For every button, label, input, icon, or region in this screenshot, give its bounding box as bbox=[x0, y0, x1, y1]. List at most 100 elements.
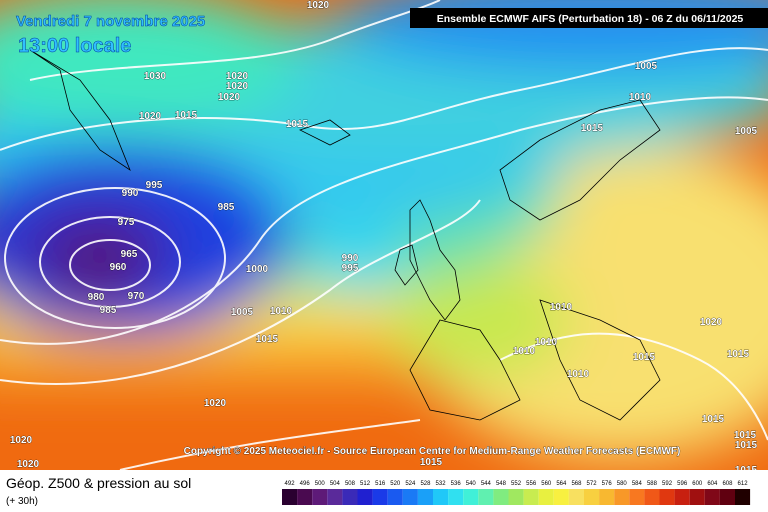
legend-swatch bbox=[282, 489, 298, 505]
legend-swatch bbox=[629, 489, 645, 505]
legend-swatch bbox=[719, 489, 735, 505]
legend-label: 612 bbox=[738, 481, 749, 487]
legend-label: 600 bbox=[692, 481, 703, 487]
isobar-label: 1015 bbox=[734, 430, 757, 441]
model-title: Ensemble ECMWF AIFS (Perturbation 18) - … bbox=[437, 13, 744, 25]
legend-swatch bbox=[327, 489, 343, 505]
isobar-label: 1015 bbox=[727, 349, 750, 360]
legend-label: 588 bbox=[647, 481, 658, 487]
legend-label: 608 bbox=[722, 481, 733, 487]
legend-label: 544 bbox=[481, 481, 492, 487]
legend-label: 556 bbox=[526, 481, 537, 487]
legend-swatch bbox=[614, 489, 630, 505]
legend-swatch bbox=[478, 489, 494, 505]
isobar-label: 1010 bbox=[535, 337, 558, 348]
isobar-label: 1020 bbox=[226, 81, 249, 92]
isobar-label: 980 bbox=[88, 292, 105, 303]
legend-swatch bbox=[584, 489, 600, 505]
legend-swatch bbox=[644, 489, 660, 505]
isobar-label: 975 bbox=[118, 217, 135, 228]
legend-label: 552 bbox=[511, 481, 522, 487]
legend-swatch bbox=[689, 489, 705, 505]
time-title: 13:00 locale bbox=[18, 35, 131, 57]
legend-swatch bbox=[493, 489, 509, 505]
date-title: Vendredi 7 novembre 2025 bbox=[16, 13, 205, 30]
legend-swatch bbox=[568, 489, 584, 505]
isobar-label: 1015 bbox=[633, 352, 656, 363]
legend-label: 560 bbox=[541, 481, 552, 487]
legend-label: 540 bbox=[466, 481, 477, 487]
legend-label: 516 bbox=[375, 481, 386, 487]
legend-swatch bbox=[704, 489, 720, 505]
legend-swatch bbox=[402, 489, 418, 505]
legend-label: 572 bbox=[587, 481, 598, 487]
legend-label: 528 bbox=[420, 481, 431, 487]
legend-swatch bbox=[599, 489, 615, 505]
legend-swatch bbox=[508, 489, 524, 505]
legend-label: 596 bbox=[677, 481, 688, 487]
coastlines bbox=[29, 49, 661, 421]
isobar-label: 960 bbox=[110, 262, 127, 273]
legend-swatch bbox=[387, 489, 403, 505]
isobar-label: 1000 bbox=[246, 264, 269, 275]
legend-label: 592 bbox=[662, 481, 673, 487]
isobar-label: 1015 bbox=[735, 440, 758, 451]
legend-swatch bbox=[433, 489, 449, 505]
legend: 492 496 500 504 508 512 516 520 524 528 532 536 540 5… bbox=[282, 481, 751, 505]
legend-label: 500 bbox=[315, 481, 326, 487]
legend-label: 520 bbox=[390, 481, 401, 487]
isobar-label: 1030 bbox=[144, 71, 167, 82]
isobar-label: 1015 bbox=[702, 414, 725, 425]
legend-swatch bbox=[417, 489, 433, 505]
isobar-label: 990 bbox=[342, 253, 359, 264]
isobar-label: 995 bbox=[146, 180, 163, 191]
isobar-label: 1020 bbox=[139, 111, 162, 122]
legend-swatch bbox=[735, 489, 751, 505]
isobar-label: 1010 bbox=[550, 302, 573, 313]
isobar-label: 1020 bbox=[700, 317, 723, 328]
legend-label: 584 bbox=[632, 481, 643, 487]
legend-label: 604 bbox=[707, 481, 718, 487]
model-banner bbox=[410, 8, 768, 28]
legend-swatch bbox=[659, 489, 675, 505]
isobar-label: 1005 bbox=[231, 307, 254, 318]
legend-label: 496 bbox=[300, 481, 311, 487]
isobar-label: 1015 bbox=[420, 457, 443, 468]
legend-label: 548 bbox=[496, 481, 507, 487]
isobar-label: 995 bbox=[342, 263, 359, 274]
geopotential-field bbox=[0, 0, 768, 460]
legend-swatch bbox=[538, 489, 554, 505]
isobar-label: 985 bbox=[100, 305, 117, 316]
legend-label: 564 bbox=[556, 481, 567, 487]
legend-swatch bbox=[674, 489, 690, 505]
isobar-label: 1015 bbox=[175, 110, 198, 121]
legend-label: 576 bbox=[602, 481, 613, 487]
legend-label: 492 bbox=[285, 481, 296, 487]
legend-label: 504 bbox=[330, 481, 341, 487]
isobar-label: 1005 bbox=[635, 61, 658, 72]
isobar-label: 1010 bbox=[513, 346, 536, 357]
legend-swatch bbox=[448, 489, 464, 505]
legend-swatch bbox=[553, 489, 569, 505]
isobars bbox=[0, 0, 768, 441]
legend-label: 580 bbox=[617, 481, 628, 487]
legend-swatch bbox=[357, 489, 373, 505]
isobar-label: 990 bbox=[122, 188, 139, 199]
legend-swatch bbox=[342, 489, 358, 505]
isobar-label: 1020 bbox=[17, 459, 40, 470]
legend-label: 536 bbox=[451, 481, 462, 487]
legend-swatch bbox=[297, 489, 313, 505]
isobar-label: 1015 bbox=[256, 334, 279, 345]
map bbox=[0, 0, 768, 471]
isobar-label: 1015 bbox=[581, 123, 604, 134]
isobar-label: 1010 bbox=[629, 92, 652, 103]
legend-label: 532 bbox=[436, 481, 447, 487]
isobar-label: 1020 bbox=[218, 92, 241, 103]
footer-title: Géop. Z500 & pression au sol bbox=[6, 475, 191, 491]
legend-label: 524 bbox=[405, 481, 416, 487]
copyright: Copyright © 2025 Meteociel.fr - Source E… bbox=[184, 446, 681, 457]
legend-swatch bbox=[372, 489, 388, 505]
legend-swatch bbox=[312, 489, 328, 505]
